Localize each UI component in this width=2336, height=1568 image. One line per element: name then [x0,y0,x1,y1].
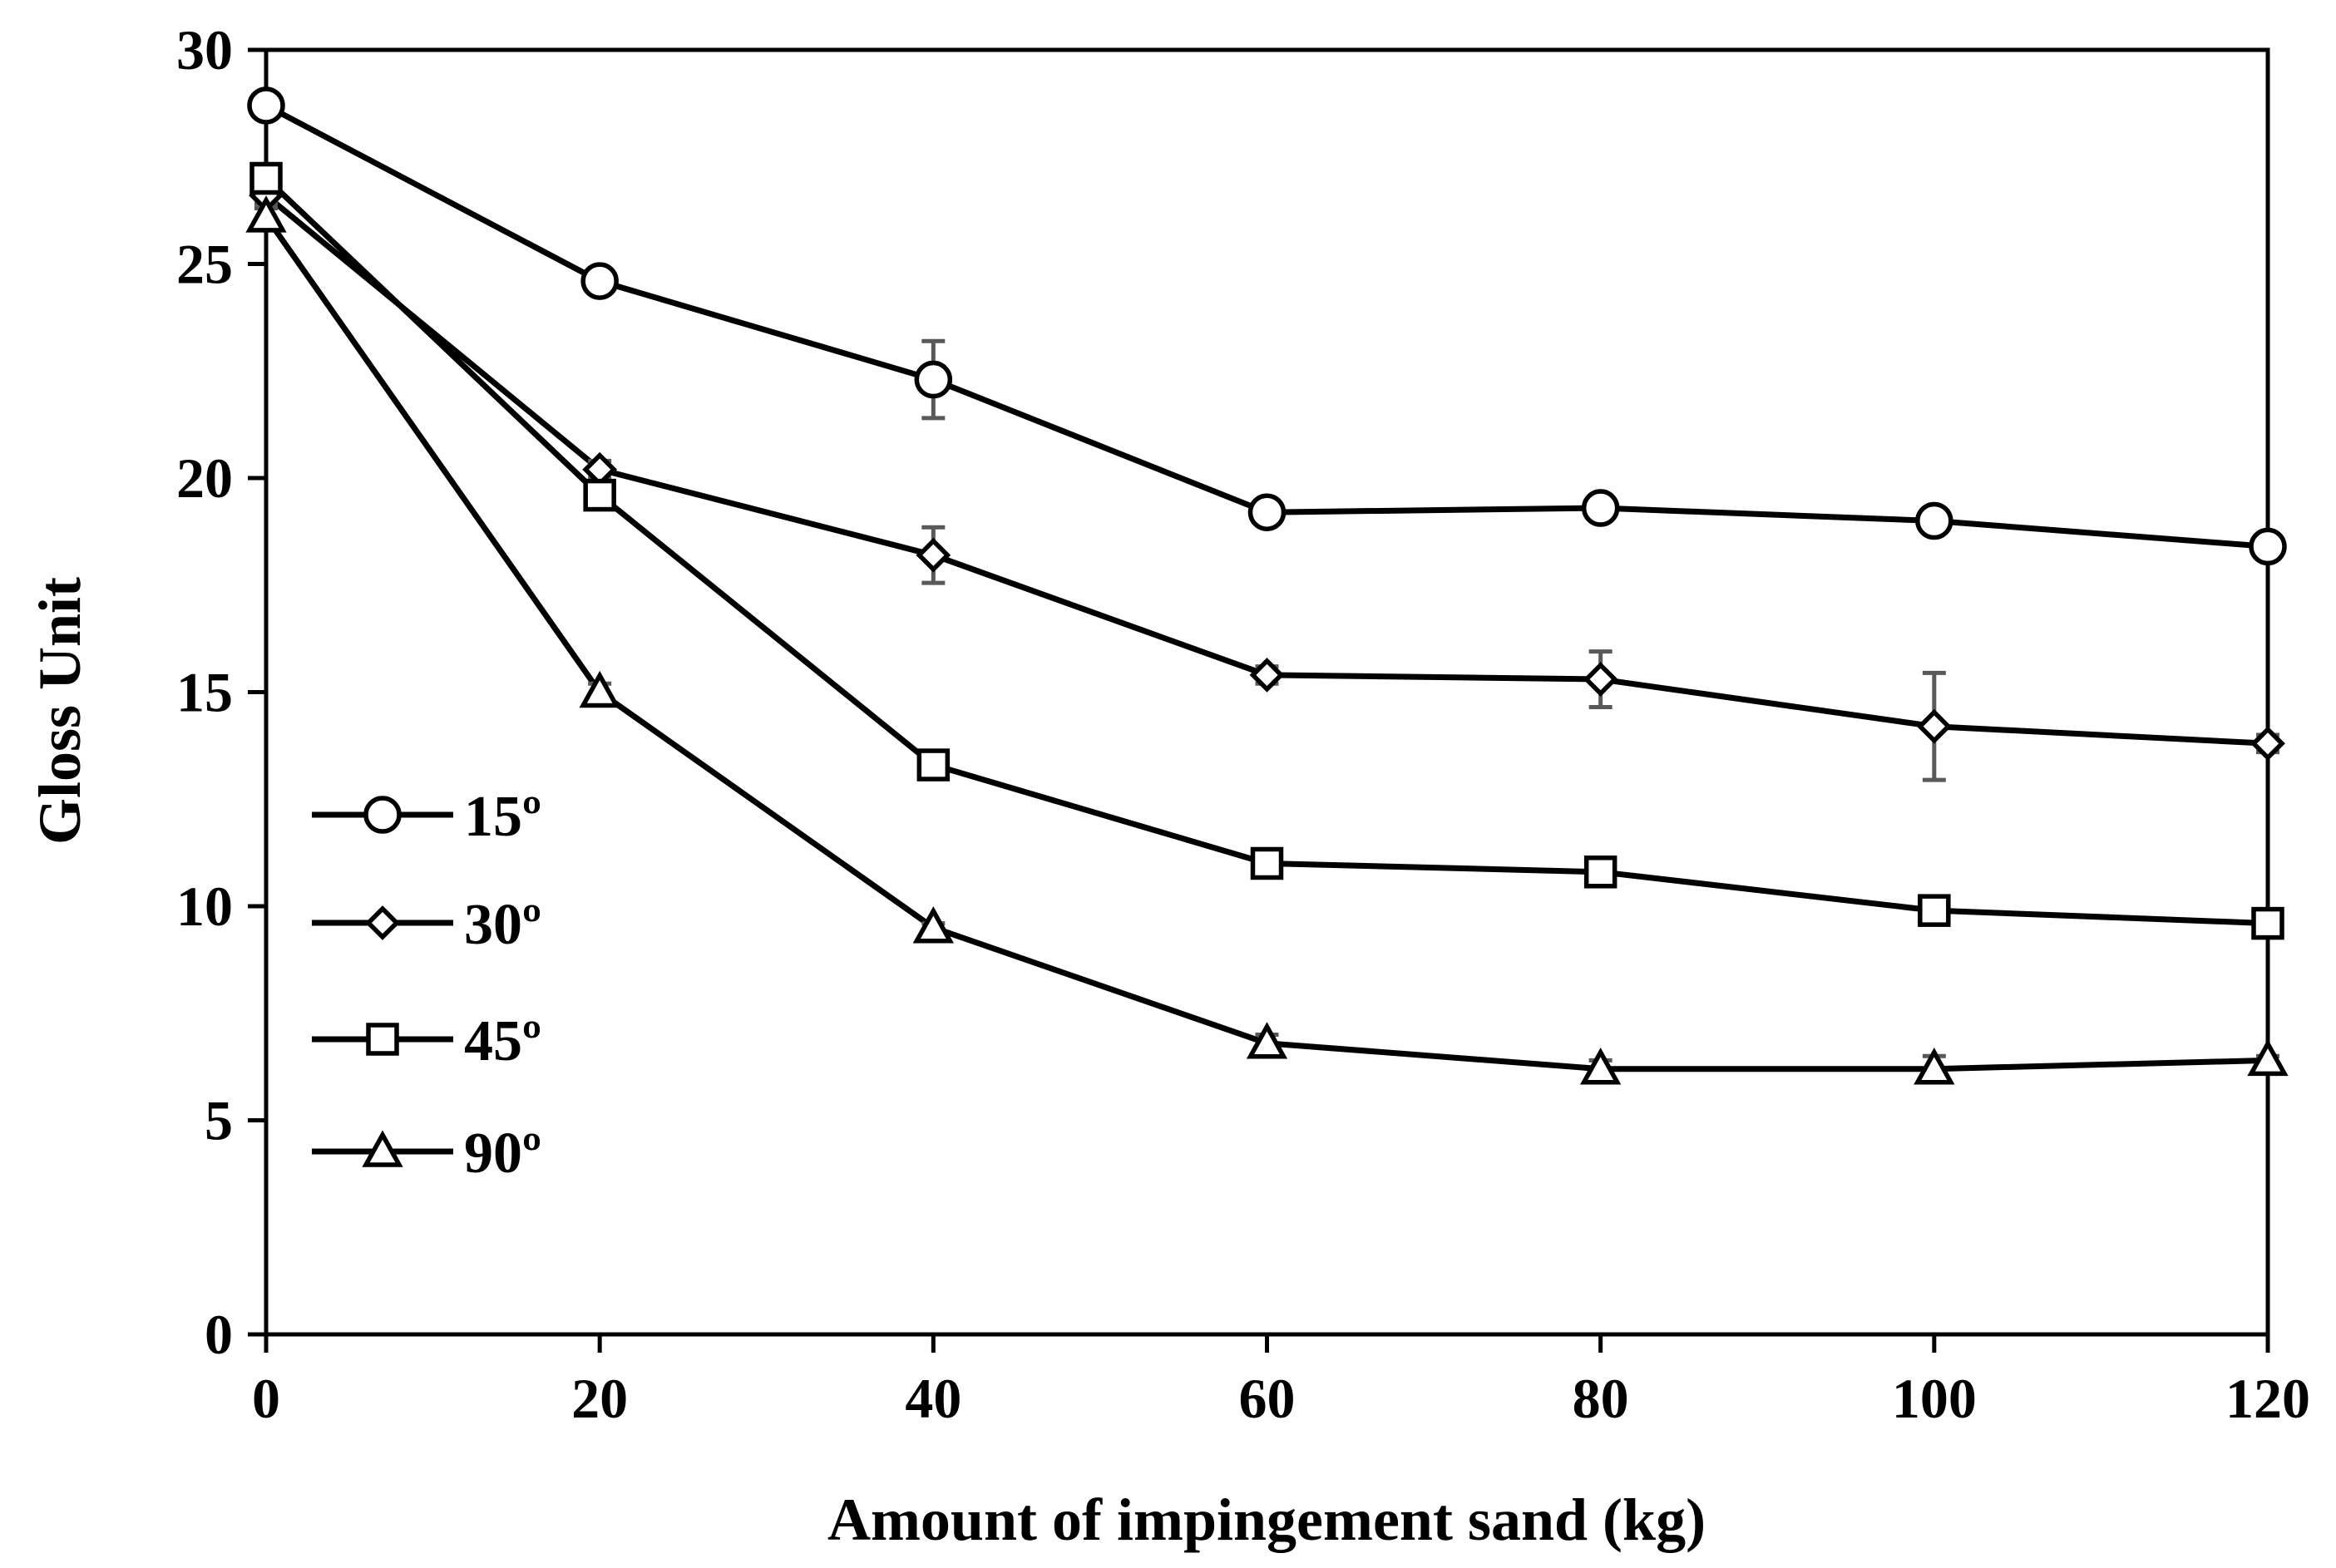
series-circle [247,86,2287,566]
y-axis-title: Gloss Unit [27,577,93,845]
y-tick-label: 10 [176,875,233,938]
x-axis: 0 20 40 60 80 100 120 [252,1334,2310,1430]
data-point [1915,501,1953,540]
data-point [580,262,619,300]
data-point [2251,906,2284,940]
series-diamond [249,178,2285,782]
y-tick-label: 15 [176,661,233,724]
y-tick-label: 30 [176,18,233,81]
data-point [914,360,953,399]
series-square [249,161,2284,940]
legend-label: 90º [464,1122,541,1186]
legend-label: 45º [464,1009,541,1073]
data-point [249,161,283,195]
data-point [1579,1048,1622,1085]
data-point [912,906,955,944]
data-point [916,537,951,573]
series-triangle [245,195,2289,1085]
legend-item: 90º [312,1122,541,1186]
y-tick-label: 0 [205,1303,233,1366]
series-line [264,214,2269,1072]
data-point [2250,726,2285,762]
data-point [1249,658,1285,693]
data-point [1916,708,1952,744]
legend-label: 15º [464,785,541,849]
x-axis-title: Amount of impingement sand (kg) [827,1487,1706,1553]
data-point [579,670,620,708]
data-point [583,478,616,512]
data-point [916,748,951,782]
series-line [264,175,2269,927]
legend-label: 30º [464,893,541,957]
data-point [1581,489,1620,527]
data-point [1918,894,1951,927]
legend-marker [362,1130,403,1167]
x-tick-label: 20 [571,1367,628,1430]
y-tick-label: 5 [205,1089,233,1152]
legend: 15º 30º 45º 90º [312,785,541,1186]
x-tick-label: 80 [1573,1367,1629,1430]
data-point [1914,1048,1955,1085]
data-point [1250,846,1284,880]
data-point [2247,1038,2289,1077]
data-point [2249,527,2287,566]
y-tick-label: 25 [176,233,233,296]
series-layer [245,86,2289,1085]
series-line [264,102,2269,550]
legend-item: 15º [312,785,541,849]
data-point [1247,493,1287,531]
legend-item: 45º [312,1009,541,1073]
x-tick-label: 40 [905,1367,961,1430]
data-point [1583,855,1617,889]
x-tick-label: 0 [252,1367,280,1430]
x-tick-label: 100 [1892,1367,1977,1430]
data-point [247,86,285,125]
legend-item: 30º [312,893,541,957]
legend-marker [363,796,402,834]
y-tick-label: 20 [176,446,233,510]
data-point [1583,662,1618,697]
data-point [245,195,287,233]
x-tick-label: 60 [1239,1367,1296,1430]
legend-marker [366,1023,399,1056]
x-tick-label: 120 [2225,1367,2310,1430]
legend-marker [365,905,400,940]
data-point [1246,1022,1288,1059]
y-axis: 0 5 10 15 20 25 30 [176,18,266,1366]
